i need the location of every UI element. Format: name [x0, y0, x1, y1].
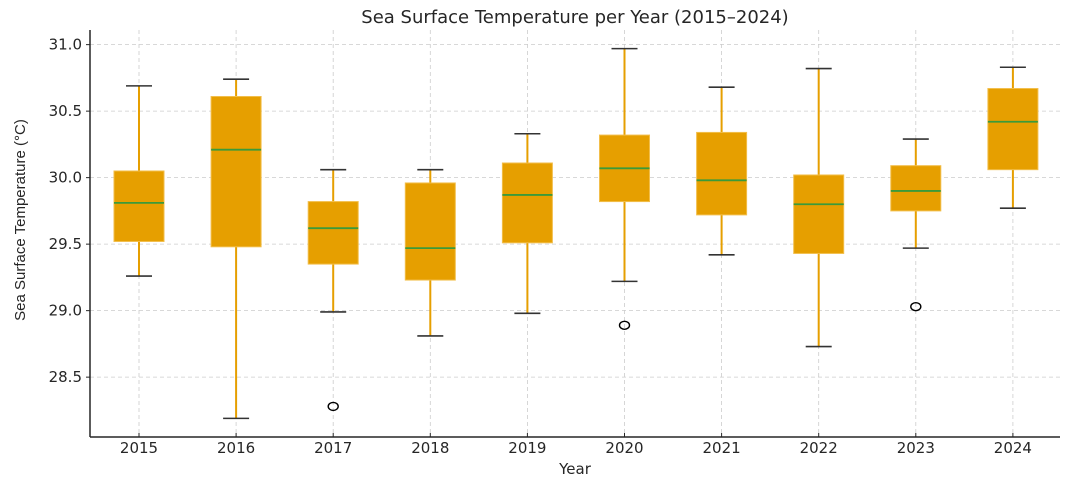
box-2022 [793, 67, 845, 348]
box-2016 [210, 78, 262, 420]
x-tick-label: 2022 [800, 439, 838, 457]
x-tick-label: 2024 [994, 439, 1032, 457]
box-2024 [987, 66, 1039, 210]
x-tick-label: 2015 [120, 439, 158, 457]
box-iqr [890, 165, 942, 212]
outlier-point [327, 401, 339, 412]
box-2023 [890, 138, 942, 312]
box-iqr [987, 88, 1039, 171]
box-iqr [113, 170, 165, 242]
box-iqr [307, 201, 359, 265]
box-2017 [307, 168, 359, 412]
box-2018 [404, 168, 456, 337]
box-iqr [210, 96, 262, 248]
x-axis-label: Year [558, 460, 592, 478]
chart-title: Sea Surface Temperature per Year (2015–2… [361, 7, 788, 28]
box-iqr [404, 182, 456, 281]
y-axis-label: Sea Surface Temperature (°C) [12, 119, 29, 321]
y-tick-label: 29.0 [49, 302, 82, 320]
x-tick-label: 2020 [605, 439, 643, 457]
outlier-point [618, 320, 631, 330]
box-iqr [501, 162, 553, 244]
y-tick-label: 31.0 [49, 36, 82, 54]
box-2019 [501, 132, 553, 315]
x-tick-label: 2018 [411, 439, 449, 457]
x-tick-label: 2017 [314, 439, 352, 457]
y-tick-label: 30.0 [49, 169, 82, 187]
axes [89, 30, 1060, 438]
x-tick-label: 2016 [217, 439, 255, 457]
outlier-point [910, 301, 922, 312]
y-ticks: 28.5 29.0 29.5 30.0 30.5 31.0 [49, 36, 90, 386]
box-2015 [113, 85, 165, 277]
x-tick-label: 2021 [703, 439, 741, 457]
x-tick-label: 2023 [897, 439, 935, 457]
box-iqr [696, 131, 748, 216]
box-iqr [793, 174, 845, 254]
x-tick-label: 2019 [508, 439, 546, 457]
box-2020 [599, 47, 650, 330]
y-tick-label: 29.5 [49, 235, 82, 253]
y-tick-label: 28.5 [49, 368, 82, 386]
y-tick-label: 30.5 [49, 102, 82, 120]
box-2021 [696, 86, 748, 256]
boxes [113, 47, 1039, 420]
x-ticks: 2015 2016 2017 2018 2019 2020 2021 2022 2023 2024 [120, 433, 1032, 457]
